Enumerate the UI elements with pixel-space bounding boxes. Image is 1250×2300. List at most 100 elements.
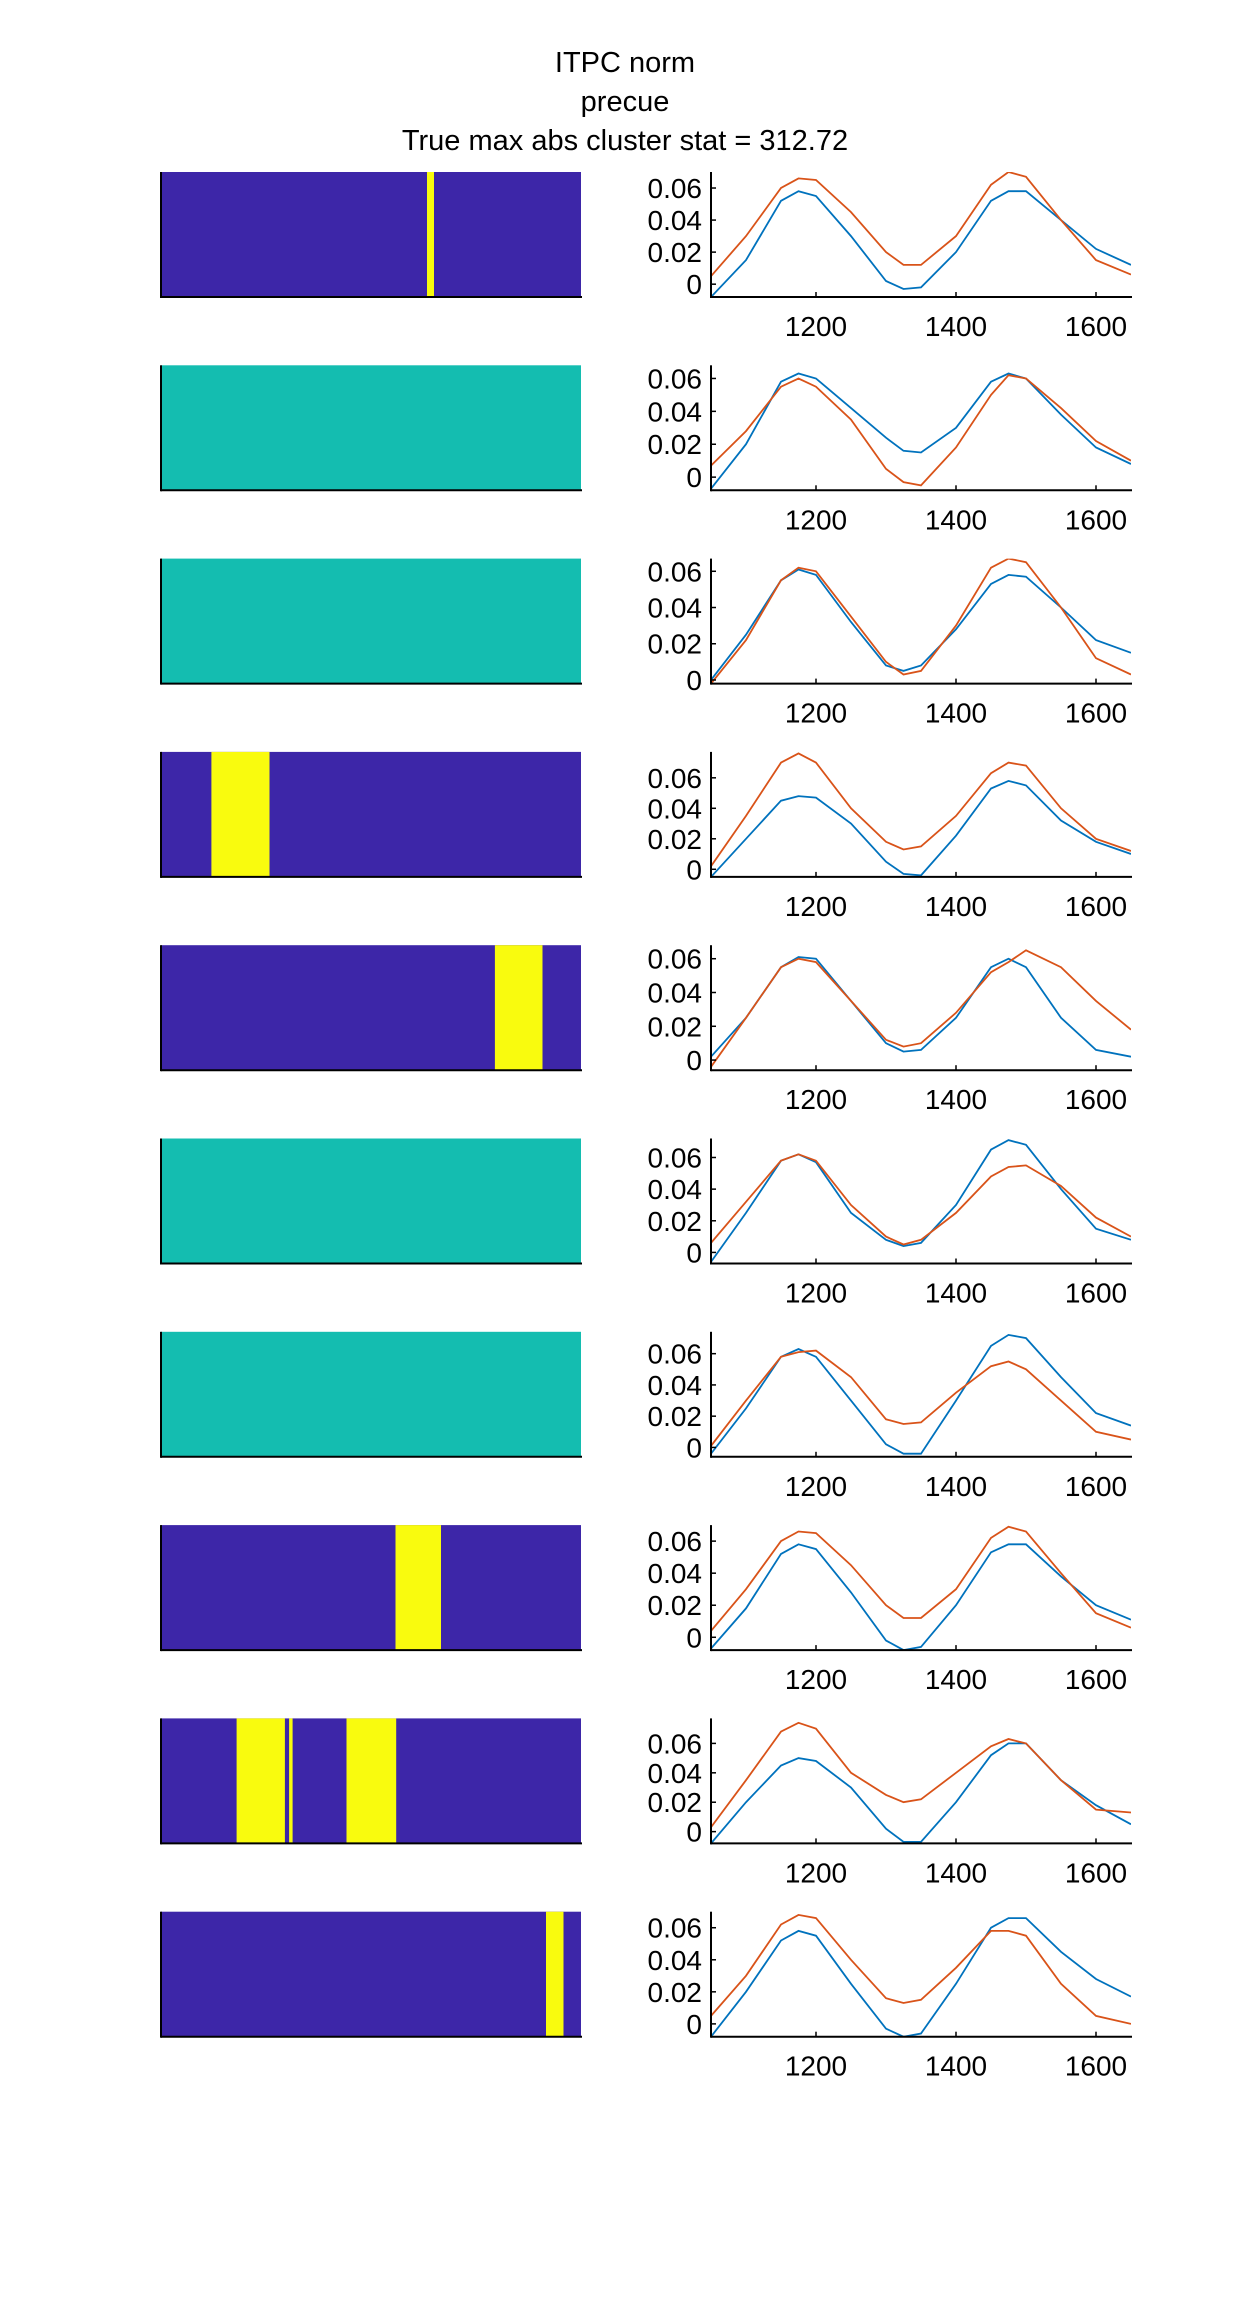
title-line-2: precue xyxy=(580,86,670,118)
x-tick-label: 1200 xyxy=(785,1278,847,1309)
heatmap-background xyxy=(161,365,581,491)
x-tick-label: 1400 xyxy=(925,698,987,729)
series-line-1 xyxy=(711,1742,1131,1844)
line-panel-6: 00.020.040.06 1200 1400 1600 xyxy=(648,1138,1132,1309)
x-tick-label: 1600 xyxy=(1065,2051,1127,2082)
y-tick-label: 0.02 xyxy=(648,1401,703,1432)
y-tick-label: 0.04 xyxy=(648,793,703,824)
heatmap-background xyxy=(161,558,581,684)
line-panel-5: 00.020.040.06 1200 1400 1600 xyxy=(648,944,1132,1115)
line-panel-9: 00.020.040.06 1200 1400 1600 xyxy=(648,1718,1132,1888)
y-tick-label: 0.02 xyxy=(648,429,703,460)
y-tick-label: 0.04 xyxy=(648,593,703,624)
y-tick-label: 0.02 xyxy=(648,629,703,660)
heatmap-panel-7 xyxy=(160,1331,582,1458)
line-panel-4: 00.020.040.06 1200 1400 1600 xyxy=(648,751,1132,922)
y-tick-label: 0.06 xyxy=(648,1913,703,1944)
series-line-2 xyxy=(711,374,1131,487)
significance-cluster-1 xyxy=(211,751,270,877)
significance-cluster-1 xyxy=(236,1718,285,1844)
y-tick-label: 0 xyxy=(686,1622,702,1653)
y-tick-label: 0.04 xyxy=(648,977,703,1008)
x-tick-label: 1600 xyxy=(1065,891,1127,922)
significance-cluster-1 xyxy=(427,172,434,297)
y-tick-label: 0.06 xyxy=(648,556,703,587)
figure-title: ITPC norm precue True max abs cluster st… xyxy=(0,44,1250,161)
y-tick-label: 0.06 xyxy=(648,363,703,394)
series-line-2 xyxy=(711,752,1131,867)
y-tick-label: 0.02 xyxy=(648,1206,703,1237)
heatmap-background xyxy=(161,1525,581,1651)
y-tick-label: 0 xyxy=(686,462,702,493)
line-panel-3: 0 0.02 0.04 0.06 1200 1400 1600 xyxy=(648,556,1132,729)
series-line-2 xyxy=(711,558,1131,684)
x-tick-label: 1400 xyxy=(925,504,987,535)
x-tick-label: 1600 xyxy=(1065,1664,1127,1695)
x-tick-label: 1600 xyxy=(1065,1084,1127,1115)
x-tick-label: 1600 xyxy=(1065,504,1127,535)
line-panel-2: 00.020.040.06 1200 1400 1600 xyxy=(648,363,1132,535)
series-line-1 xyxy=(711,1543,1131,1651)
y-tick-label: 0 xyxy=(686,1045,702,1076)
heatmap-panel-5 xyxy=(160,945,582,1072)
heatmap-background xyxy=(161,1911,581,2037)
series-line-1 xyxy=(711,956,1131,1058)
y-tick-label: 0 xyxy=(686,2009,702,2040)
significance-cluster-2 xyxy=(289,1718,293,1844)
series-line-1 xyxy=(711,779,1131,877)
series-line-2 xyxy=(711,1349,1131,1447)
y-tick-label: 0.04 xyxy=(648,1174,703,1205)
x-tick-label: 1200 xyxy=(785,698,847,729)
x-tick-label: 1200 xyxy=(785,311,847,342)
line-panel-1: 00.020.040.06 1200 1400 1600 xyxy=(648,172,1132,342)
x-tick-label: 1400 xyxy=(925,1857,987,1888)
x-tick-label: 1200 xyxy=(785,504,847,535)
series-line-2 xyxy=(711,1913,1131,2025)
x-tick-label: 1200 xyxy=(785,1084,847,1115)
x-tick-label: 1200 xyxy=(785,891,847,922)
heatmap-panel-9 xyxy=(160,1718,582,1845)
significance-cluster-1 xyxy=(494,945,543,1071)
y-tick-label: 0 xyxy=(686,269,702,300)
heatmap-panel-3 xyxy=(160,558,582,685)
series-line-2 xyxy=(711,172,1131,277)
y-tick-label: 0.06 xyxy=(648,763,703,794)
y-tick-label: 0 xyxy=(686,1237,702,1268)
significance-cluster-3 xyxy=(346,1718,397,1844)
y-tick-label: 0.04 xyxy=(648,205,703,236)
y-tick-label: 0.02 xyxy=(648,824,703,855)
series-line-2 xyxy=(711,1153,1131,1246)
x-tick-label: 1600 xyxy=(1065,1471,1127,1502)
x-tick-label: 1600 xyxy=(1065,698,1127,729)
x-tick-label: 1400 xyxy=(925,1084,987,1115)
series-line-2 xyxy=(711,949,1131,1068)
series-line-1 xyxy=(711,568,1131,681)
y-tick-label: 0.06 xyxy=(648,1728,703,1759)
line-panel-10: 00.020.040.06 1200 1400 1600 xyxy=(648,1911,1132,2082)
heatmap-panel-4 xyxy=(160,751,582,878)
y-tick-label: 0.02 xyxy=(648,1590,703,1621)
y-tick-label: 0.06 xyxy=(648,1339,703,1370)
series-line-1 xyxy=(711,372,1131,490)
x-tick-label: 1600 xyxy=(1065,311,1127,342)
series-line-2 xyxy=(711,1525,1131,1632)
x-tick-label: 1200 xyxy=(785,1857,847,1888)
line-panel-7: 00.020.040.06 1200 1400 1600 xyxy=(648,1331,1132,1502)
heatmap-panel-10 xyxy=(160,1911,582,2038)
y-tick-label: 0.02 xyxy=(648,1977,703,2008)
series-line-1 xyxy=(711,1139,1131,1263)
y-tick-label: 0.02 xyxy=(648,1011,703,1042)
significance-cluster-1 xyxy=(546,1911,564,2037)
significance-cluster-1 xyxy=(395,1525,441,1651)
heatmap-background xyxy=(161,172,581,297)
heatmap-background xyxy=(161,1138,581,1264)
y-tick-label: 0 xyxy=(686,854,702,885)
heatmap-background xyxy=(161,1331,581,1457)
x-tick-label: 1200 xyxy=(785,1664,847,1695)
y-tick-label: 0.06 xyxy=(648,1142,703,1173)
y-tick-label: 0 xyxy=(686,1432,702,1463)
x-tick-label: 1600 xyxy=(1065,1857,1127,1888)
x-tick-label: 1400 xyxy=(925,1471,987,1502)
x-tick-label: 1200 xyxy=(785,2051,847,2082)
